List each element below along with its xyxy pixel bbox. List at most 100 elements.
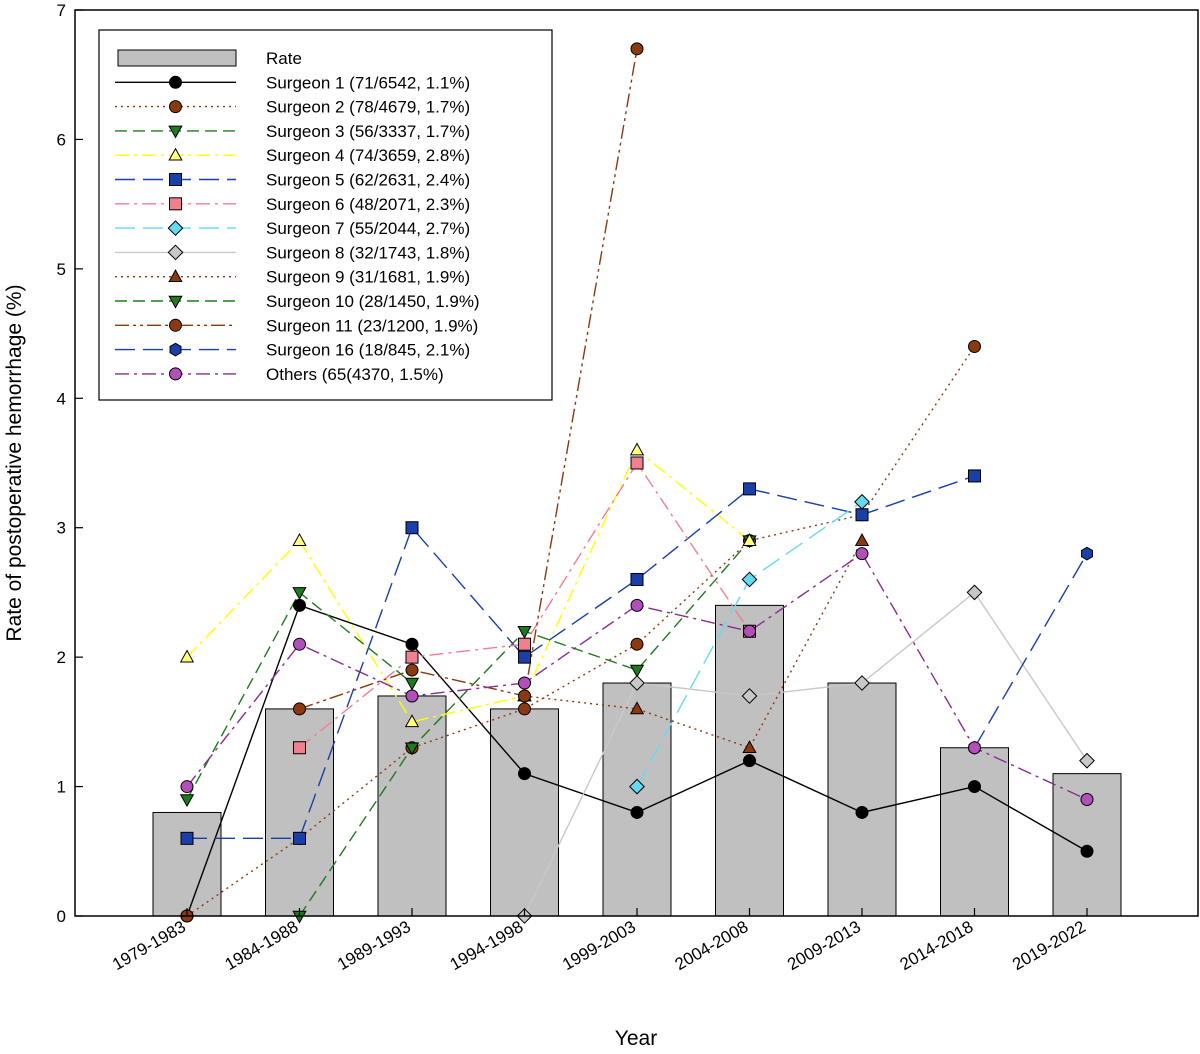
bar-1999-2003 [602,682,672,917]
series-4-point-1979-1983 [179,649,195,663]
series-line-5 [187,475,975,840]
series-line-11 [299,48,638,710]
series-4-point-2004-2008 [742,533,757,546]
x-tick-label-2014-2018: 2014-2018 [897,917,977,974]
series-2-point-1994-1998 [518,702,531,716]
series-7-point-1999-2003 [629,778,645,795]
y-tick-label-5: 5 [57,260,66,279]
legend: Rate Surgeon 1 (71/6542, 1.1%) Surgeon 2 (… [98,29,553,401]
legend-marker-12 [169,342,182,357]
series-13-point-1984-1988 [293,637,306,651]
bar-1979-1983 [152,811,222,917]
y-tick-label-7: 7 [57,1,66,20]
series-13-point-2014-2018 [968,741,981,755]
series-1-point-1999-2003 [630,805,644,819]
series-line-4 [186,448,750,723]
legend-marker-11 [169,318,182,332]
series-7-point-2004-2008 [741,571,758,588]
series-8-point-2004-2008 [741,688,758,704]
x-tick-label-1984-1988: 1984-1988 [222,917,302,974]
legend-marker-9 [168,269,183,282]
series-4-point-1989-1993 [404,714,420,728]
series-13-point-2004-2008 [743,624,756,638]
legend-marker-6 [169,197,182,211]
legend-label-7: Surgeon 7 (55/2044, 2.7%) [266,219,470,238]
legend-marker-10 [168,295,183,309]
series-13-point-1999-2003 [630,598,644,612]
series-3-point-1999-2003 [629,664,645,678]
legend-marker-5 [169,173,182,186]
series-5-point-2014-2018 [968,469,981,483]
series-1-point-1994-1998 [518,767,531,781]
series-1-point-1989-1993 [405,637,419,651]
series-line-13 [186,552,1088,801]
series-line-8 [523,591,1088,917]
legend-label-rate: Rate [266,49,302,68]
series-9-point-2004-2008 [742,740,757,754]
legend-label-1: Surgeon 1 (71/6542, 1.1%) [266,73,470,92]
legend-label-3: Surgeon 3 (56/3337, 1.7%) [266,122,470,141]
legend-label-13: Others (65(4370, 1.5%) [266,365,444,384]
series-9-point-1999-2003 [629,701,645,715]
x-tick-label-2004-2008: 2004-2008 [672,917,752,974]
series-12-point-2019-2022 [1081,546,1093,561]
y-tick-label-4: 4 [57,389,66,408]
legend-marker-7 [167,220,184,237]
legend-marker-2 [169,100,182,114]
legend-label-5: Surgeon 5 (62/2631, 2.4%) [266,171,470,190]
series-10-point-1979-1983 [179,794,195,808]
bar-1989-1993 [377,695,447,917]
series-1-point-2019-2022 [1080,844,1094,858]
series-11-point-1994-1998 [518,689,531,703]
x-tick-label-1999-2003: 1999-2003 [559,917,639,974]
series-8-point-2014-2018 [966,584,983,601]
series-6-point-1994-1998 [518,637,531,651]
x-tick-label-1989-1993: 1989-1993 [334,917,414,974]
series-5-point-2009-2013 [855,508,869,522]
series-line-12 [973,553,1088,749]
series-5-point-2004-2008 [743,482,756,496]
y-axis-label: Rate of postoperative hemorrhage (%) [3,284,26,641]
series-8-point-1999-2003 [629,675,645,691]
series-1-point-1984-1988 [293,598,306,612]
legend-symbol-rate [117,49,237,67]
series-1-point-2004-2008 [743,754,756,768]
series-13-point-1994-1998 [518,676,531,690]
series-13-point-1979-1983 [180,780,194,794]
legend-label-8: Surgeon 8 (32/1743, 1.8%) [266,243,470,262]
series-4-point-1999-2003 [629,442,645,456]
legend-label-6: Surgeon 6 (48/2071, 2.3%) [266,195,470,214]
y-tick-label-1: 1 [57,778,66,797]
series-9-point-2009-2013 [854,533,870,546]
series-6-point-1989-1993 [405,650,419,664]
y-tick-label-2: 2 [57,648,66,667]
y-tick-label-0: 0 [57,907,66,926]
series-6-point-1999-2003 [630,456,644,470]
series-11-point-1999-2003 [630,42,644,56]
x-tick-label-2009-2013: 2009-2013 [784,917,864,974]
series-5-point-1994-1998 [518,650,531,664]
series-11-point-1984-1988 [293,702,306,716]
y-axis: 0 1 2 3 4 5 6 7 [57,1,83,926]
series-8-point-2009-2013 [854,675,870,691]
series-2-point-1999-2003 [630,637,644,651]
legend-marker-4 [168,147,183,161]
legend-marker-3 [168,125,183,139]
series-3-point-1989-1993 [404,742,420,756]
legend-label-11: Surgeon 11 (23/1200, 1.9%) [266,316,478,335]
series-13-point-1989-1993 [405,689,419,703]
series-5-point-1989-1993 [405,521,419,535]
series-1-point-2014-2018 [968,780,981,794]
series-8-point-2019-2022 [1079,752,1095,769]
legend-label-2: Surgeon 2 (78/4679, 1.7%) [266,98,470,117]
series-6-point-1984-1988 [293,741,306,755]
legend-label-4: Surgeon 4 (74/3659, 2.8%) [266,146,470,165]
series-5-point-1979-1983 [180,831,194,845]
series-2-point-2014-2018 [968,340,981,354]
bar-2009-2013 [827,682,897,917]
series-13-point-2009-2013 [855,547,869,561]
series-7-point-2009-2013 [854,493,870,510]
bar-1984-1988 [265,708,334,917]
series-11-point-1989-1993 [405,663,419,677]
